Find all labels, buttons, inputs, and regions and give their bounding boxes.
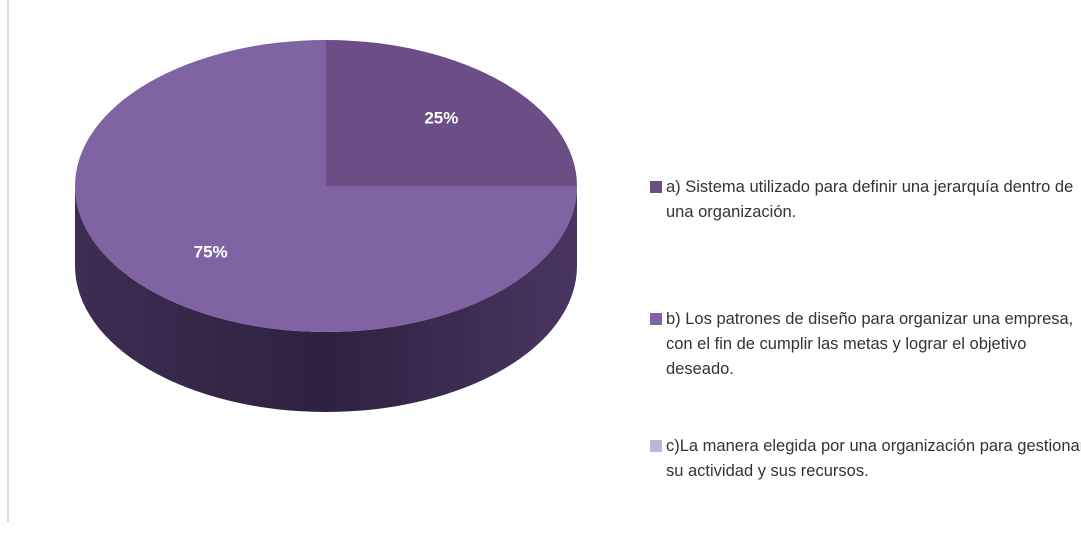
slice (75, 40, 577, 332)
legend-swatch (650, 313, 662, 325)
legend-label: b) Los patrones de diseño para organizar… (666, 310, 1074, 378)
data-label: 75% (194, 243, 228, 262)
legend-entry: b) Los patrones de diseño para organizar… (650, 307, 1081, 382)
legend-label: c)La manera elegida por una organización… (666, 437, 1081, 480)
slice (326, 40, 577, 186)
legend-entry: a) Sistema utilizado para definir una je… (650, 175, 1081, 225)
legend-swatch (650, 181, 662, 193)
slice-side (75, 186, 577, 412)
legend-swatch (650, 440, 662, 452)
legend-entry: c)La manera elegida por una organización… (650, 434, 1081, 484)
data-label: 25% (424, 108, 458, 127)
legend-label: a) Sistema utilizado para definir una je… (666, 178, 1074, 221)
